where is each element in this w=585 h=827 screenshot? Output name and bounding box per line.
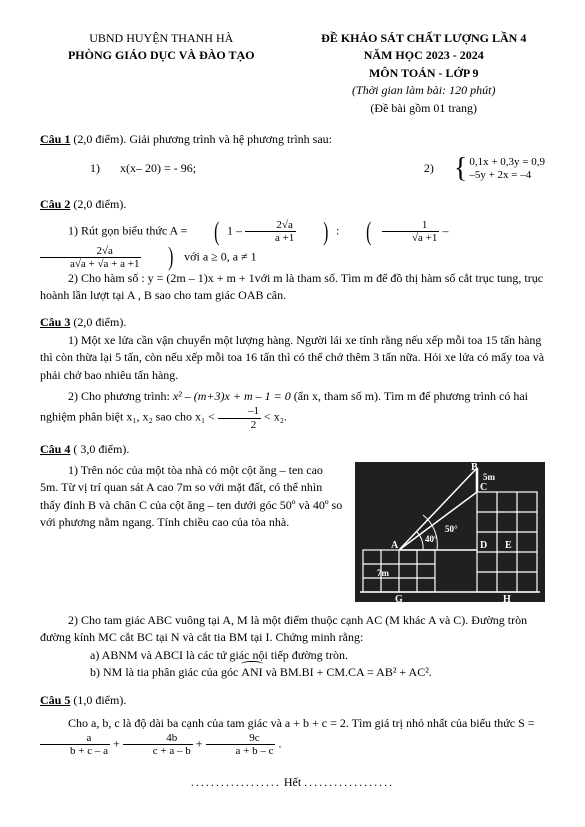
q5-fr2n: 4b [123, 732, 193, 745]
q4-p1: 1) Trên nóc của một tòa nhà có một cột ă… [40, 462, 343, 532]
label-B: B [471, 462, 478, 473]
question-4: Câu 4 ( 3,0 điểm). 1) Trên nóc của một t… [40, 441, 545, 682]
q3-p2: 2) Cho phương trình: x² – (m+3)x + m – 1… [40, 388, 545, 431]
q1-sys2: –5y + 2x = –4 [469, 169, 545, 182]
q2-fr2d: √a +1 [382, 232, 439, 244]
q3-points: (2,0 điểm). [70, 315, 126, 329]
q3-fr-n: –1 [218, 405, 261, 418]
pgd-line: PHÒNG GIÁO DỤC VÀ ĐÀO TẠO [40, 47, 283, 64]
end-line: .................. Hết .................… [40, 774, 545, 791]
q2-fr1d: a +1 [245, 232, 296, 244]
end-word: Hết [284, 775, 301, 789]
q3-fr-d: 2 [218, 419, 261, 431]
exam-title: ĐỀ KHẢO SÁT CHẤT LƯỢNG LẦN 4 [303, 30, 546, 47]
q2-fr3d: a√a + √a + a +1 [40, 258, 141, 270]
q3-p1: 1) Một xe lửa cần vận chuyển một lượng h… [40, 332, 545, 384]
label-G: G [395, 594, 403, 602]
q1-stem: Giải phương trình và hệ phương trình sau… [129, 132, 332, 146]
question-3: Câu 3 (2,0 điểm). 1) Một xe lửa cần vận … [40, 314, 545, 430]
q1-row: 1) x(x– 20) = - 96; 2) { 0,1x + 0,3y = 0… [90, 152, 545, 186]
figure-diagram: A B C D E G H 40° 50° 5m 7m [355, 462, 545, 602]
label-A: A [391, 540, 399, 551]
subject: MÔN TOÁN - LỚP 9 [303, 65, 546, 82]
ubnd-line: UBND HUYỆN THANH HÀ [40, 30, 283, 47]
q1-p1-num: 1) [90, 160, 120, 177]
question-2: Câu 2 (2,0 điểm). 1) Rút gọn biểu thức A… [40, 196, 545, 305]
q2-p1-tail: với a ≥ 0, a ≠ 1 [184, 249, 257, 263]
q2-p2: 2) Cho hàm số : y = (2m – 1)x + m + 1với… [40, 270, 545, 305]
q1-sys1: 0,1x + 0,3y = 0,9 [469, 156, 545, 169]
q5-fr3d: a + b – c [206, 745, 276, 757]
q3-title: Câu 3 [40, 315, 70, 329]
q2-p1-lead: 1) Rút gọn biểu thức A [68, 224, 181, 238]
label-D: D [480, 540, 487, 551]
label-H: H [503, 594, 511, 602]
q4-p2a: a) ABNM và ABCI là các tứ giác nội tiếp … [90, 647, 545, 664]
q2-p1: 1) Rút gọn biểu thức A = (1 – 2√aa +1 ):… [40, 219, 545, 269]
label-50: 50° [445, 524, 458, 534]
q2-fr2n: 1 [382, 219, 439, 232]
q5-stem: Cho a, b, c là độ dài ba cạnh của tam gi… [40, 715, 545, 758]
q1-system: { 0,1x + 0,3y = 0,9 –5y + 2x = –4 [454, 152, 545, 186]
q3-p2-a: 2) Cho phương trình: [68, 389, 173, 403]
question-5: Câu 5 (1,0 điểm). Cho a, b, c là độ dài … [40, 692, 545, 758]
q5-points: (1,0 điểm). [70, 693, 126, 707]
q4-points: ( 3,0 điểm). [70, 442, 129, 456]
label-E: E [505, 540, 512, 551]
q5-title: Câu 5 [40, 693, 70, 707]
q5-fr1d: b + c – a [40, 745, 110, 757]
label-40: 40° [425, 534, 438, 544]
header: UBND HUYỆN THANH HÀ PHÒNG GIÁO DỤC VÀ ĐÀ… [40, 30, 545, 117]
q1-points: (2,0 điểm). [70, 132, 129, 146]
q4-p2b-a: b) NM là tia phân giác của góc [90, 665, 241, 679]
q5-fr3n: 9c [206, 732, 276, 745]
q4-title: Câu 4 [40, 442, 70, 456]
q2-fr3n: 2√a [40, 245, 141, 258]
q4-p2b: b) NM là tia phân giác của góc ANI và BM… [90, 664, 545, 681]
q3-p2-ineq-l: x₁ < [195, 410, 215, 424]
q3-p2-eq: x² – (m+3)x + m – 1 = 0 [173, 389, 291, 403]
q5-tail: . [278, 737, 281, 751]
school-year: NĂM HỌC 2023 - 2024 [303, 47, 546, 64]
label-7m: 7m [377, 568, 390, 578]
q1-p1-expr: x(x– 20) = - 96; [120, 160, 424, 177]
q5-fr1n: a [40, 732, 110, 745]
q2-points: (2,0 điểm). [70, 197, 126, 211]
header-left: UBND HUYỆN THANH HÀ PHÒNG GIÁO DỤC VÀ ĐÀ… [40, 30, 293, 117]
q5-fr2d: c + a – b [123, 745, 193, 757]
question-1: Câu 1 (2,0 điểm). Giải phương trình và h… [40, 131, 545, 186]
q5-stem-a: Cho a, b, c là độ dài ba cạnh của tam gi… [68, 716, 535, 730]
header-right: ĐỀ KHẢO SÁT CHẤT LƯỢNG LẦN 4 NĂM HỌC 202… [293, 30, 546, 117]
page-count: (Đề bài gồm 01 trang) [303, 100, 546, 117]
duration: (Thời gian làm bài: 120 phút) [303, 82, 546, 99]
q4-p2: 2) Cho tam giác ABC vuông tại A, M là mộ… [40, 612, 545, 647]
q4-p2b-b: và BM.BI + CM.CA = AB² + AC². [263, 665, 432, 679]
q1-title: Câu 1 [40, 132, 70, 146]
q3-p2-ineq-r: < x₂. [264, 410, 287, 424]
label-C: C [480, 482, 487, 493]
q2-title: Câu 2 [40, 197, 70, 211]
q1-p2-num: 2) [424, 160, 454, 177]
q4-p2b-arc: ANI [241, 664, 262, 681]
label-5m: 5m [483, 472, 496, 482]
q2-fr1n: 2√a [245, 219, 296, 232]
